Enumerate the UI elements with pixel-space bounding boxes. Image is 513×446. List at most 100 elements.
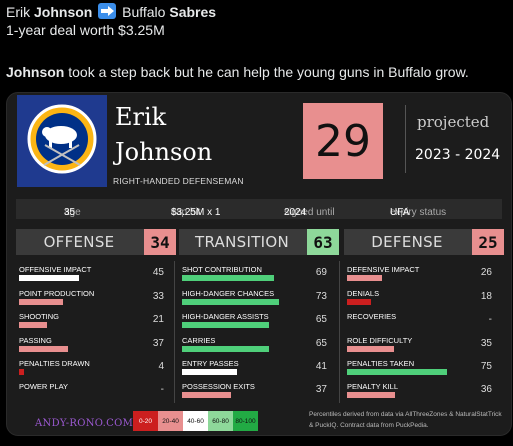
metric-value: -: [488, 314, 492, 325]
metric-value: 75: [480, 361, 492, 372]
first-name-text: Erik: [6, 4, 34, 20]
metric-label: SHOT CONTRIBUTION: [182, 265, 262, 274]
metric-bar: [19, 299, 63, 305]
metric-bar: [347, 299, 371, 305]
last-name-text: Johnson: [34, 4, 93, 20]
metric-value: -: [160, 384, 164, 395]
metric-label: PASSING: [19, 336, 52, 345]
metric-value: 69: [315, 267, 327, 278]
projected-label: projected: [417, 113, 490, 131]
metric-label: OFFENSIVE IMPACT: [19, 265, 92, 274]
legend-swatch: 20-40: [158, 411, 183, 431]
projection-value: 29: [315, 115, 371, 167]
metric-bar: [347, 392, 395, 398]
metric-value: 37: [315, 384, 327, 395]
legend-swatch: 80-100: [233, 411, 258, 431]
metric-value: 26: [480, 267, 492, 278]
column-header-transition: TRANSITION 63: [179, 229, 339, 255]
player-first-name: Erik: [115, 103, 167, 131]
column-title: OFFENSE: [43, 233, 115, 251]
metric-label: CARRIES: [182, 336, 216, 345]
site-label[interactable]: ANDY-RONO.COM: [35, 418, 134, 429]
expiry-value: UFA: [390, 207, 410, 218]
metric-label: HIGH-DANGER ASSISTS: [182, 312, 269, 321]
legend-swatch: 40-60: [183, 411, 208, 431]
metric-value: 45: [152, 267, 164, 278]
team-name-text: Sabres: [169, 4, 217, 20]
metric-value: 21: [152, 314, 164, 325]
metric-label: HIGH-DANGER CHANCES: [182, 289, 275, 298]
cap-label: cap hit: [171, 207, 201, 218]
post-contract-line: 1-year deal worth $3.25M: [6, 22, 165, 38]
cap-value: $3.25M x 1: [171, 207, 221, 218]
metric-bar: [19, 369, 24, 375]
metric-value: 65: [315, 314, 327, 325]
metric-bar: [347, 275, 382, 281]
metric-bar: [347, 346, 394, 352]
metric-label: RECOVERIES: [347, 312, 397, 321]
legend-swatch: 60-80: [208, 411, 233, 431]
metric-bar: [182, 275, 274, 281]
metric-label: ROLE DIFFICULTY: [347, 336, 413, 345]
post-headline: Erik Johnson Buffalo Sabres: [6, 3, 216, 21]
column-score: 63: [307, 229, 339, 255]
metric-bar: [182, 392, 231, 398]
metric-value: 4: [158, 361, 164, 372]
age-label: age: [64, 207, 81, 218]
metric-label: DEFENSIVE IMPACT: [347, 265, 420, 274]
metric-bar: [182, 346, 269, 352]
column-divider: [174, 261, 175, 403]
metric-label: POSSESSION EXITS: [182, 382, 255, 391]
metric-value: 73: [315, 291, 327, 302]
team-logo: [17, 95, 107, 187]
metric-bar: [19, 346, 68, 352]
metric-value: 36: [480, 384, 492, 395]
column-divider: [339, 261, 340, 403]
metric-bar: [182, 369, 237, 375]
legend-swatch: 0-20: [133, 411, 158, 431]
metric-label: PENALTIES DRAWN: [19, 359, 90, 368]
metric-value: 18: [480, 291, 492, 302]
comment-name: Johnson: [6, 64, 65, 80]
team-city-text: Buffalo: [118, 4, 170, 20]
player-position: RIGHT-HANDED DEFENSEMAN: [113, 176, 244, 186]
comment-text: took a step back but he can help the you…: [64, 64, 469, 80]
column-score: 34: [144, 229, 176, 255]
column-header-offense: OFFENSE 34: [16, 229, 176, 255]
metric-value: 37: [152, 338, 164, 349]
right-arrow-icon: [98, 3, 117, 19]
metric-label: POWER PLAY: [19, 382, 69, 391]
percentile-legend: 0-20 20-40 40-60 60-80 80-100: [133, 411, 258, 431]
age-value: 35: [64, 207, 76, 218]
metric-label: DENIALS: [347, 289, 380, 298]
projected-season: 2023 - 2024: [415, 147, 501, 163]
metric-bar: [19, 322, 47, 328]
metric-bar: [347, 369, 447, 375]
metric-value: 33: [152, 291, 164, 302]
column-header-defense: DEFENSE 25: [344, 229, 504, 255]
metric-label: SHOOTING: [19, 312, 60, 321]
column-title: TRANSITION: [194, 233, 290, 251]
metric-bar: [182, 299, 279, 305]
metric-label: PENALTY KILL: [347, 382, 398, 391]
metric-label: ENTRY PASSES: [182, 359, 239, 368]
footnote-line-1: Percentiles derived from data via AllThr…: [309, 411, 502, 418]
header-divider: [405, 105, 406, 173]
metric-label: PENALTIES TAKEN: [347, 359, 415, 368]
player-last-name: Johnson: [115, 138, 213, 166]
column-score: 25: [472, 229, 504, 255]
expiry-label: expiry status: [390, 207, 447, 218]
projection-box: 29: [303, 103, 383, 179]
footnote-line-2: & PuckIQ. Contract data from PuckPedia.: [309, 422, 429, 429]
signed-label: signed until: [284, 207, 335, 218]
signed-value: 2024: [284, 207, 307, 218]
metric-bar: [182, 322, 269, 328]
metric-value: 41: [315, 361, 327, 372]
metric-label: POINT PRODUCTION: [19, 289, 95, 298]
metric-value: 35: [480, 338, 492, 349]
post-comment: Johnson took a step back but he can help…: [6, 63, 469, 81]
column-title: DEFENSE: [371, 233, 443, 251]
contract-info-bar: age 35 cap hit $3.25M x 1 signed until 2…: [16, 199, 502, 219]
player-card[interactable]: Erik Johnson RIGHT-HANDED DEFENSEMAN 29 …: [6, 92, 512, 436]
metric-value: 65: [315, 338, 327, 349]
